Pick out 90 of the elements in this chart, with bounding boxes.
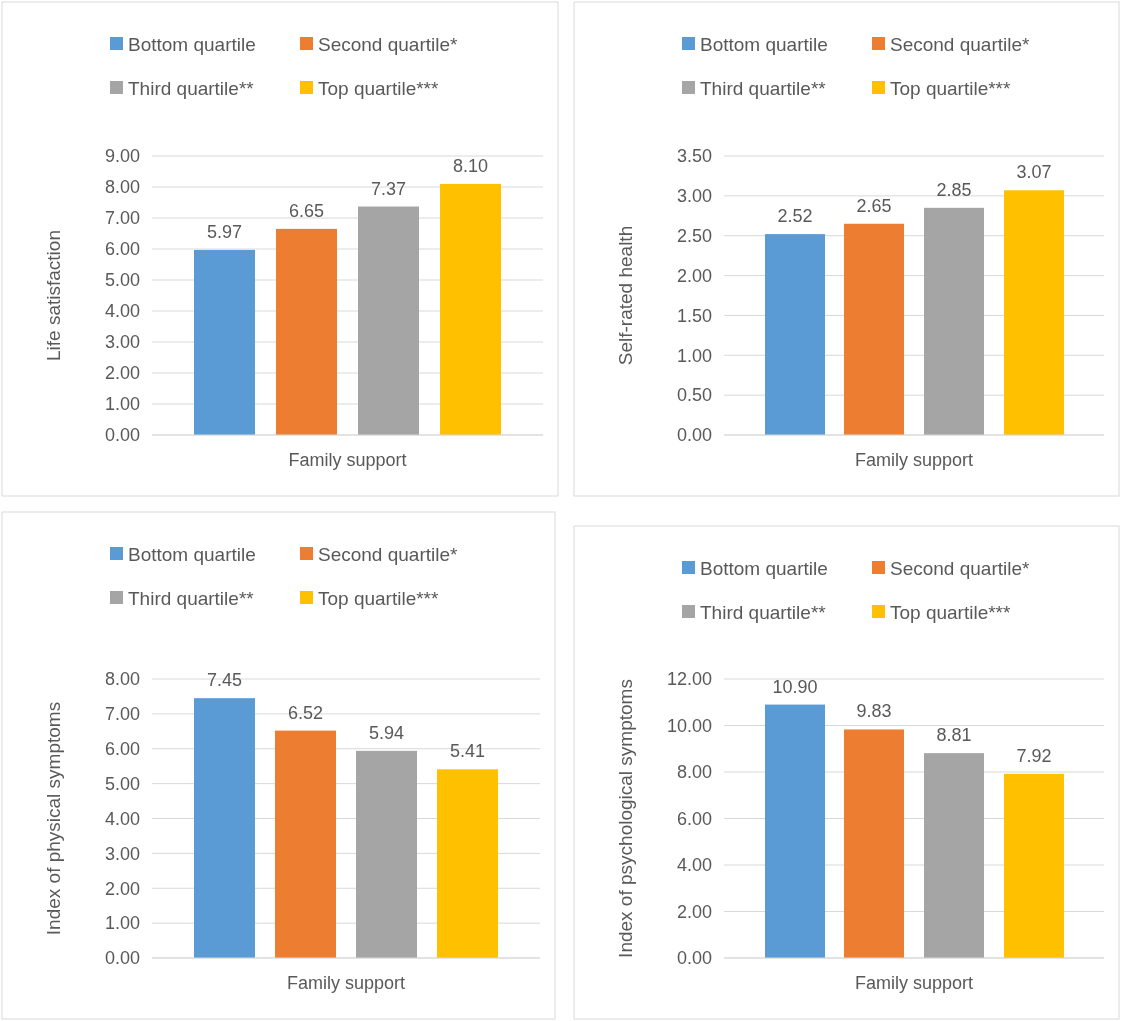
y-tick-label: 3.00: [104, 332, 140, 353]
x-tick-label: Family support: [854, 450, 974, 470]
legend-label: Third quartile**: [128, 77, 255, 99]
legend-label: Second quartile*: [318, 543, 459, 565]
y-tick-label: 2.00: [676, 901, 712, 922]
y-tick-label: 2.00: [676, 265, 712, 286]
legend-label: Third quartile**: [700, 77, 827, 99]
bar: [276, 228, 337, 435]
data-label: 7.37: [370, 178, 407, 199]
data-label: 5.97: [206, 221, 243, 242]
y-tick-label: 0.00: [104, 948, 140, 969]
y-tick-label: 8.00: [104, 177, 140, 198]
bar: [844, 729, 904, 958]
y-tick-label: 3.00: [104, 843, 140, 864]
bar: [765, 704, 825, 958]
bar: [844, 223, 904, 435]
data-label: 2.65: [856, 195, 892, 216]
bar: [437, 769, 498, 958]
y-axis-title: Self-rated health: [615, 225, 636, 366]
y-tick-label: 1.00: [104, 913, 140, 934]
legend-label: Second quartile*: [318, 33, 459, 55]
y-tick-label: 0.50: [676, 385, 712, 406]
x-tick-label: Family support: [854, 973, 974, 993]
y-tick-label: 8.00: [104, 669, 140, 690]
y-tick-label: 0.00: [104, 425, 140, 446]
data-label: 6.65: [288, 200, 325, 221]
legend-label: Third quartile**: [700, 601, 827, 623]
legend-label: Bottom quartile: [128, 33, 256, 55]
x-tick-label: Family support: [288, 450, 407, 470]
legend-label: Top quartile***: [890, 77, 1012, 99]
y-tick-label: 1.00: [104, 394, 140, 415]
y-axis-title: Life satisfaction: [43, 230, 64, 361]
y-tick-label: 2.00: [104, 878, 140, 899]
data-label: 2.85: [936, 179, 972, 200]
y-tick-label: 10.00: [666, 715, 712, 736]
y-tick-label: 7.00: [104, 704, 140, 725]
y-tick-label: 6.00: [676, 808, 712, 829]
bar: [440, 183, 501, 435]
legend-label: Third quartile**: [128, 587, 255, 609]
y-tick-label: 0.00: [676, 948, 712, 969]
y-tick-label: 2.50: [676, 226, 712, 247]
y-tick-label: 1.50: [676, 305, 712, 326]
data-label: 3.07: [1016, 162, 1052, 183]
legend-label: Top quartile***: [890, 601, 1012, 623]
bar: [194, 249, 255, 435]
y-tick-label: 6.00: [104, 239, 140, 260]
legend-label: Second quartile*: [890, 557, 1031, 579]
y-tick-label: 6.00: [104, 739, 140, 760]
data-label: 5.94: [368, 722, 405, 743]
bar: [275, 730, 336, 958]
legend-label: Top quartile***: [318, 77, 440, 99]
data-label: 8.81: [936, 725, 972, 746]
data-label: 7.45: [206, 670, 243, 691]
y-tick-label: 5.00: [104, 773, 140, 794]
legend-label: Top quartile***: [318, 587, 440, 609]
y-tick-label: 0.00: [676, 425, 712, 446]
data-label: 5.41: [449, 741, 486, 762]
y-tick-label: 12.00: [666, 669, 712, 690]
bar: [924, 207, 984, 435]
data-label: 10.90: [772, 676, 818, 697]
data-label: 7.92: [1016, 745, 1052, 766]
data-label: 2.52: [777, 206, 813, 227]
bar: [1004, 190, 1064, 435]
bar: [358, 206, 419, 435]
legend-label: Bottom quartile: [128, 543, 256, 565]
y-tick-label: 3.00: [676, 186, 712, 207]
y-tick-label: 3.50: [676, 146, 712, 167]
y-axis-title: Index of physical symptoms: [43, 701, 64, 936]
y-tick-label: 9.00: [104, 146, 140, 167]
legend-label: Second quartile*: [890, 33, 1031, 55]
y-tick-label: 2.00: [104, 363, 140, 384]
bar: [194, 698, 255, 958]
bar: [1004, 773, 1064, 958]
legend-label: Bottom quartile: [700, 557, 828, 579]
data-label: 8.10: [452, 155, 489, 176]
y-tick-label: 8.00: [676, 762, 712, 783]
bar: [924, 753, 984, 958]
y-axis-title: Index of psychological symptoms: [615, 679, 636, 958]
y-tick-label: 4.00: [104, 808, 140, 829]
y-tick-label: 4.00: [104, 301, 140, 322]
data-label: 6.52: [287, 702, 324, 723]
y-tick-label: 1.00: [676, 345, 712, 366]
y-tick-label: 5.00: [104, 270, 140, 291]
bar: [356, 750, 417, 958]
y-tick-label: 4.00: [676, 855, 712, 876]
x-tick-label: Family support: [286, 973, 406, 993]
data-label: 9.83: [856, 701, 892, 722]
bar: [765, 234, 825, 435]
y-tick-label: 7.00: [104, 208, 140, 229]
legend-label: Bottom quartile: [700, 33, 828, 55]
